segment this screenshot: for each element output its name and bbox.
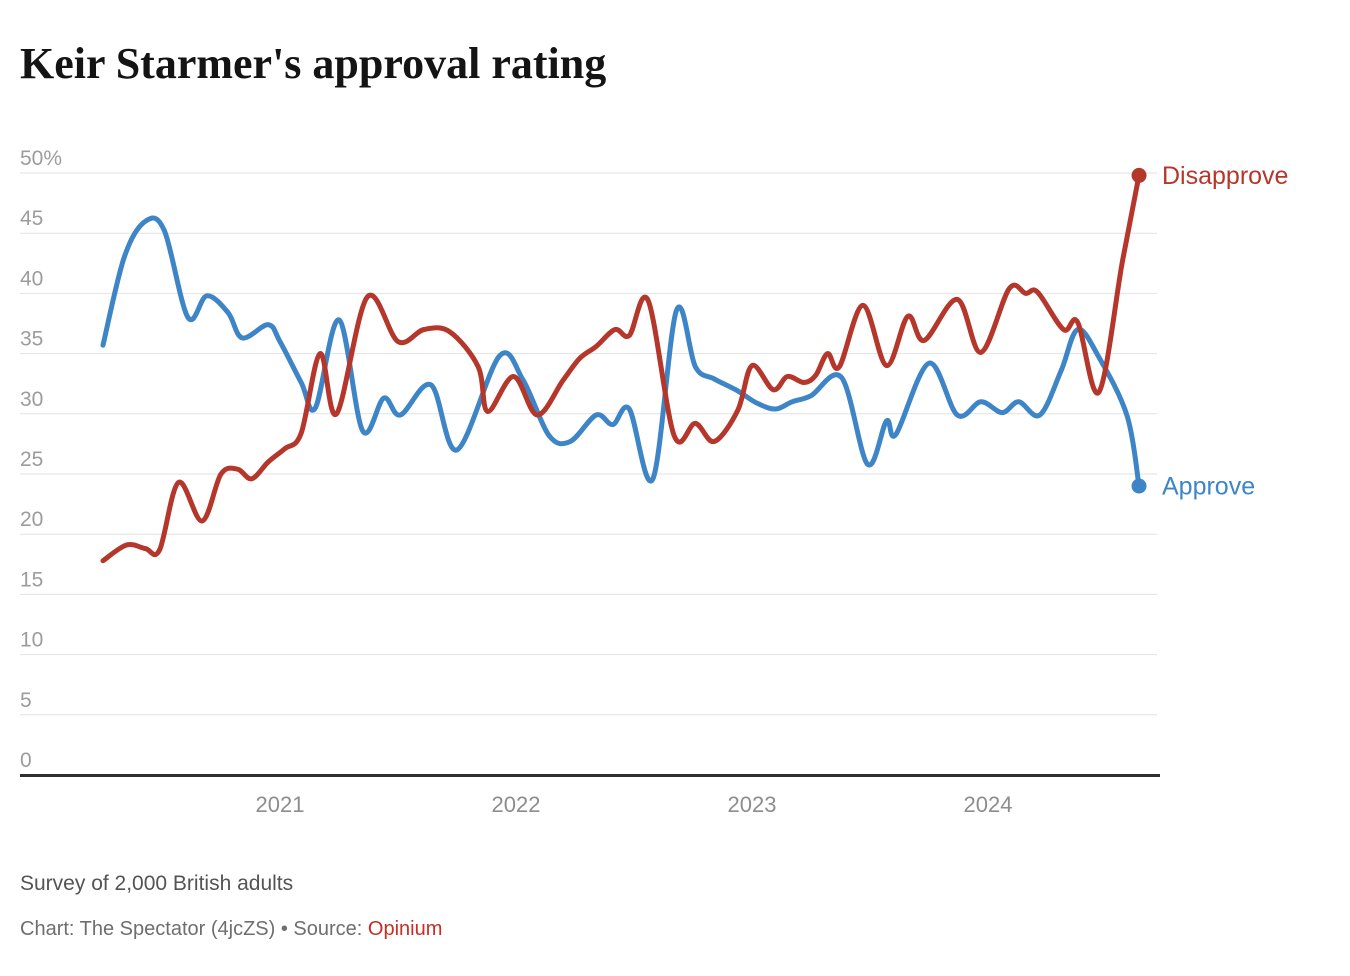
x-tick-label: 2022 <box>492 792 541 817</box>
y-tick-label: 45 <box>20 207 43 230</box>
x-tick-label: 2023 <box>728 792 777 817</box>
y-tick-label: 10 <box>20 629 43 652</box>
survey-note: Survey of 2,000 British adults <box>20 872 294 895</box>
x-tick-label: 2024 <box>964 792 1013 817</box>
disapprove-line <box>100 172 1142 564</box>
y-tick-label: 30 <box>20 388 43 411</box>
y-tick-label: 20 <box>20 508 43 531</box>
y-tick-label: 50% <box>20 147 62 170</box>
approve-line <box>100 215 1142 489</box>
y-tick-label: 40 <box>20 267 43 290</box>
y-tick-label: 35 <box>20 328 43 351</box>
disapprove-end-dot <box>1131 167 1147 183</box>
credit-text: Chart: The Spectator (4jcZS) • Source: <box>20 918 368 940</box>
y-axis-tick-labels: 0 5 10 15 20 25 30 35 40 45 50% <box>20 147 62 772</box>
approve-end-dot <box>1131 478 1147 494</box>
credit-line: Chart: The Spectator (4jcZS) • Source: O… <box>20 918 442 941</box>
y-tick-label: 25 <box>20 448 43 471</box>
gridlines <box>20 172 1157 716</box>
disapprove-series-label: Disapprove <box>1162 162 1288 190</box>
y-tick-label: 5 <box>20 689 32 712</box>
x-tick-label: 2021 <box>256 792 305 817</box>
y-tick-label: 0 <box>20 749 32 772</box>
source-link[interactable]: Opinium <box>367 918 443 940</box>
x-axis-tick-labels: 2021 2022 2023 2024 <box>256 792 1013 817</box>
chart-title: Keir Starmer's approval rating <box>20 39 607 88</box>
approve-series-label: Approve <box>1162 473 1255 501</box>
y-tick-label: 15 <box>20 568 43 591</box>
